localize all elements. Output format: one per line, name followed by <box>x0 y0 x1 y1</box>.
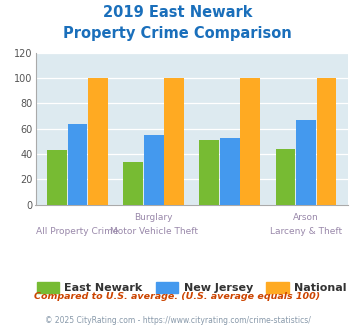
Text: Compared to U.S. average. (U.S. average equals 100): Compared to U.S. average. (U.S. average … <box>34 292 321 301</box>
Text: All Property Crime: All Property Crime <box>36 227 119 236</box>
Bar <box>275 149 295 205</box>
Text: Property Crime Comparison: Property Crime Comparison <box>63 26 292 41</box>
Text: 2019 East Newark: 2019 East Newark <box>103 5 252 20</box>
Bar <box>67 124 87 205</box>
Bar <box>220 138 240 205</box>
Bar <box>199 140 219 205</box>
Bar <box>164 78 184 205</box>
Text: Larceny & Theft: Larceny & Theft <box>270 227 342 236</box>
Legend: East Newark, New Jersey, National: East Newark, New Jersey, National <box>37 282 347 293</box>
Text: Arson: Arson <box>293 213 319 222</box>
Text: © 2025 CityRating.com - https://www.cityrating.com/crime-statistics/: © 2025 CityRating.com - https://www.city… <box>45 316 310 325</box>
Bar <box>296 120 316 205</box>
Bar <box>144 135 164 205</box>
Bar <box>123 162 143 205</box>
Bar <box>88 78 108 205</box>
Text: Motor Vehicle Theft: Motor Vehicle Theft <box>110 227 198 236</box>
Bar <box>240 78 260 205</box>
Bar <box>317 78 337 205</box>
Bar <box>47 150 67 205</box>
Text: Burglary: Burglary <box>134 213 173 222</box>
